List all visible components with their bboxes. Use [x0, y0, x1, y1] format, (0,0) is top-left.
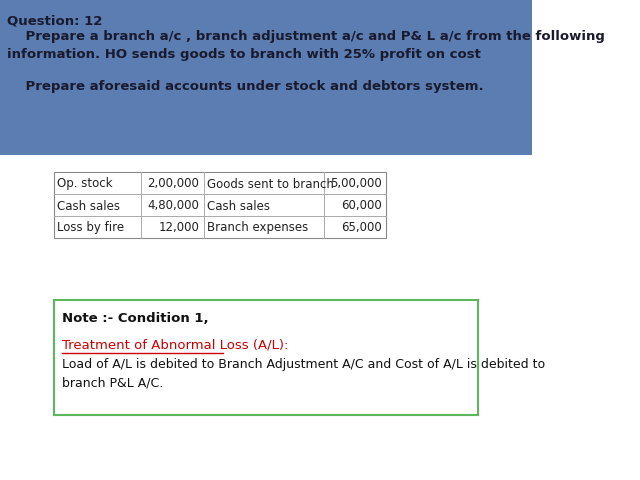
- Text: 5,00,000: 5,00,000: [331, 178, 382, 191]
- Text: 12,000: 12,000: [159, 221, 200, 235]
- Text: Cash sales: Cash sales: [58, 200, 120, 213]
- Text: Cash sales: Cash sales: [207, 200, 270, 213]
- Text: Branch expenses: Branch expenses: [207, 221, 308, 235]
- Text: Load of A/L is debited to Branch Adjustment A/C and Cost of A/L is debited to
br: Load of A/L is debited to Branch Adjustm…: [62, 358, 545, 389]
- Text: Question: 12: Question: 12: [6, 14, 102, 27]
- Text: Treatment of Abnormal Loss (A/L):: Treatment of Abnormal Loss (A/L):: [62, 338, 289, 351]
- Text: Goods sent to branch: Goods sent to branch: [207, 178, 334, 191]
- Text: Loss by fire: Loss by fire: [58, 221, 124, 235]
- Bar: [54, 172, 387, 238]
- Text: information. HO sends goods to branch with 25% profit on cost: information. HO sends goods to branch wi…: [6, 48, 481, 61]
- Text: Prepare aforesaid accounts under stock and debtors system.: Prepare aforesaid accounts under stock a…: [6, 80, 483, 93]
- FancyBboxPatch shape: [0, 0, 532, 155]
- Text: Note :- Condition 1,: Note :- Condition 1,: [62, 312, 209, 325]
- Text: Prepare a branch a/c , branch adjustment a/c and P& L a/c from the following: Prepare a branch a/c , branch adjustment…: [6, 30, 605, 43]
- Text: 60,000: 60,000: [342, 200, 382, 213]
- FancyBboxPatch shape: [54, 300, 478, 415]
- Text: 2,00,000: 2,00,000: [148, 178, 200, 191]
- Text: 4,80,000: 4,80,000: [148, 200, 200, 213]
- Text: Op. stock: Op. stock: [58, 178, 113, 191]
- Text: 65,000: 65,000: [342, 221, 382, 235]
